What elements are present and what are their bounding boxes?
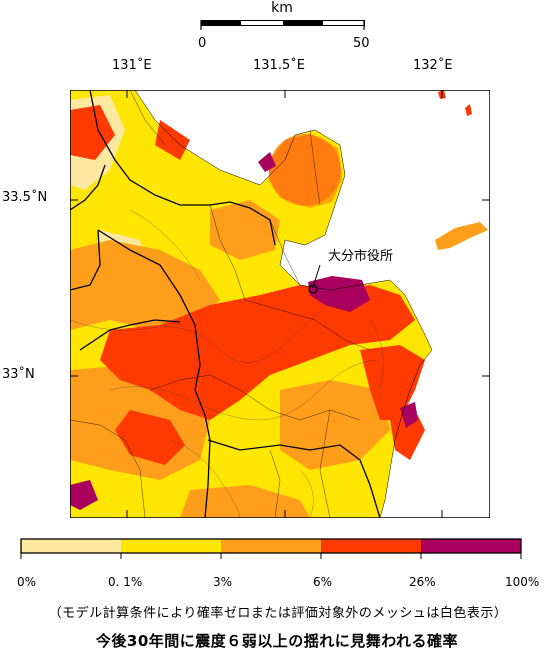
legend-swatch-0	[21, 539, 121, 553]
legend-swatch-3	[321, 539, 421, 553]
scale-unit: km	[271, 0, 293, 16]
lat-label-33-5: 33.5˚N	[2, 190, 48, 205]
lat-label-33: 33˚N	[2, 367, 35, 382]
hazard-map	[70, 90, 490, 518]
legend-tick-3: 6%	[313, 575, 333, 589]
scale-label-50: 50	[353, 36, 370, 51]
scale-label-0: 0	[198, 36, 207, 51]
legend-tick-2: 3%	[213, 575, 233, 589]
map-caption: 今後30年間に震度６弱以上の揺れに見舞われる確率	[95, 632, 459, 650]
scale-bar	[200, 20, 365, 30]
legend-tick-4: 26%	[409, 575, 436, 589]
lon-label-132: 132˚E	[413, 58, 453, 73]
legend-tick-0: 0%	[17, 575, 37, 589]
legend-swatch-4	[421, 539, 521, 553]
legend-bar	[20, 538, 522, 559]
city-label-oita: 大分市役所	[328, 249, 394, 264]
legend-tick-5: 100%	[505, 575, 540, 589]
legend-swatch-1	[121, 539, 221, 553]
lon-label-131: 131˚E	[112, 58, 152, 73]
city-hall-marker	[308, 284, 318, 294]
legend-note: （モデル計算条件により確率ゼロまたは評価対象外のメッシュは白色表示）	[48, 606, 508, 621]
legend-swatch-2	[221, 539, 321, 553]
lon-label-131-5: 131.5˚E	[253, 58, 305, 73]
legend-tick-1: 0. 1%	[108, 575, 143, 589]
